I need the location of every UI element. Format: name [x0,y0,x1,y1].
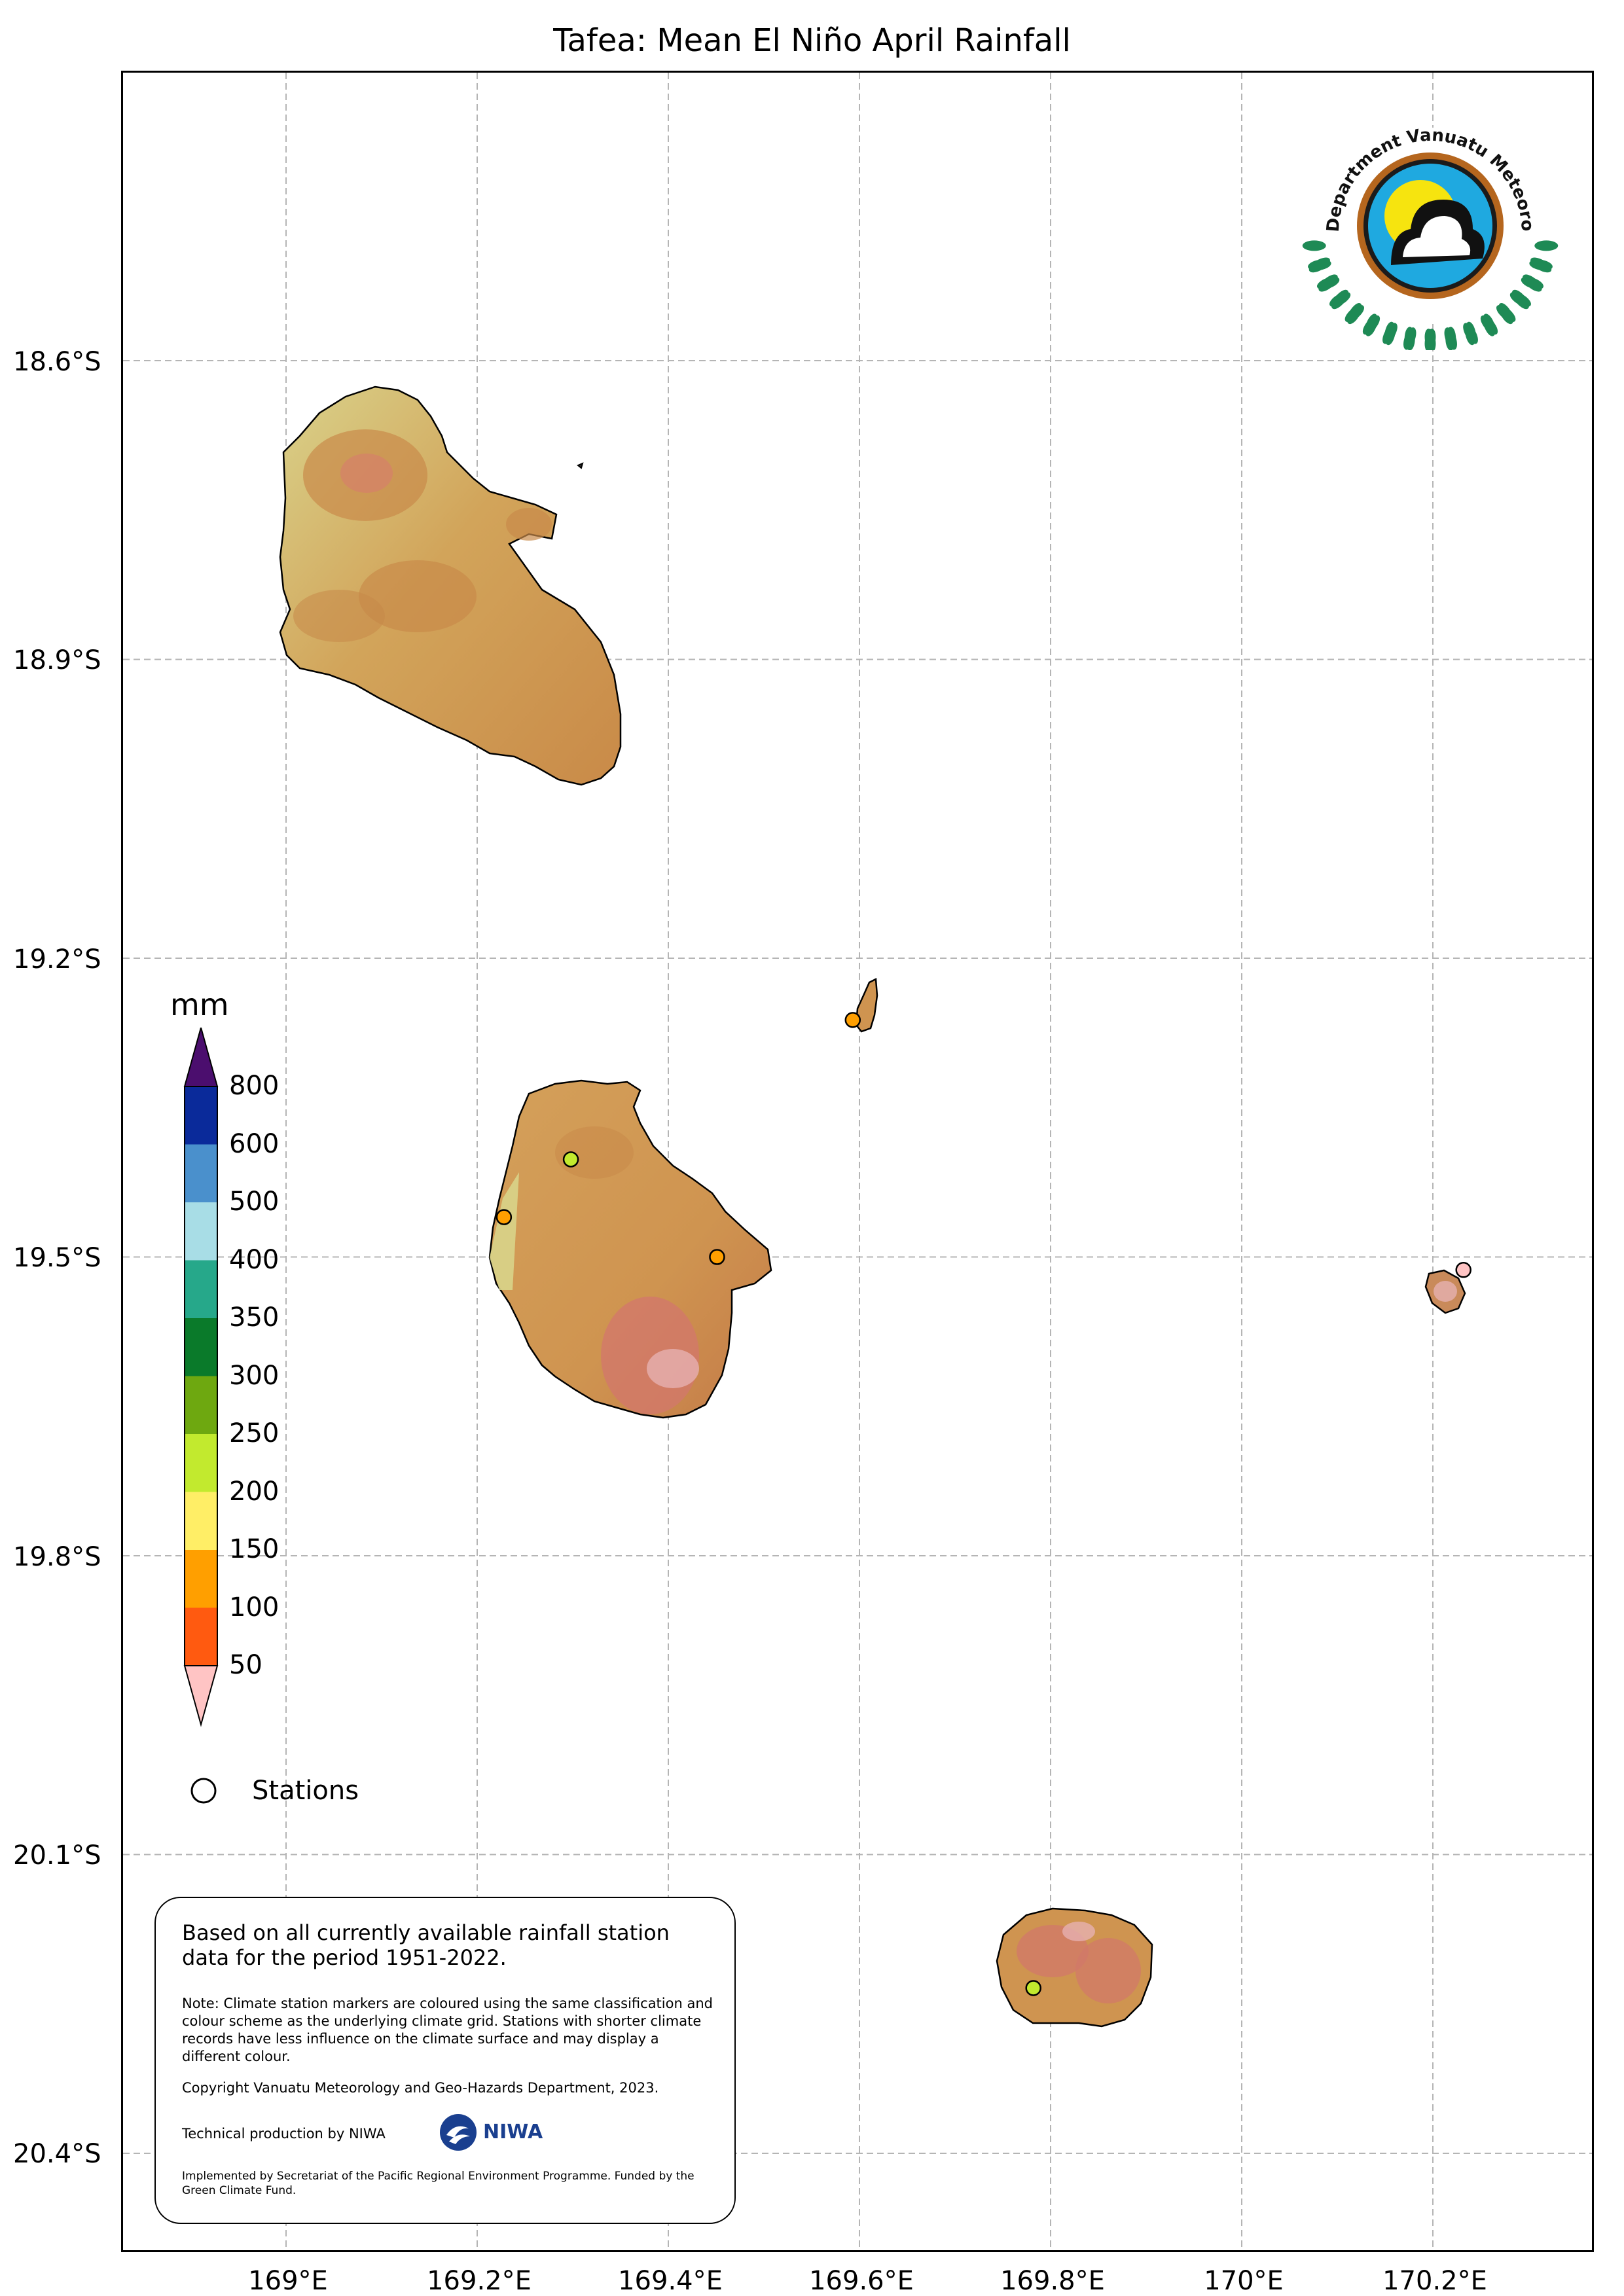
lon-label: 169°E [248,2266,328,2296]
lon-label: 170°E [1204,2266,1284,2296]
colorbar-tick-label: 100 [229,1592,280,1623]
info-main-text: Based on all currently available rainfal… [182,1920,670,1970]
station-marker[interactable] [844,1012,861,1028]
laurel-leaf [1511,289,1529,310]
laurel-leaf [1362,315,1380,335]
island-futuna [1424,1269,1466,1314]
lat-label: 20.4°S [13,2139,101,2169]
colorbar-band [185,1260,217,1319]
info-implemented: Implemented by Secretariat of the Pacifi… [182,2170,695,2197]
laurel-leaf [1329,292,1351,307]
station-marker[interactable] [1025,1980,1041,1996]
stations-label: Stations [252,1776,359,1806]
station-legend-icon [190,1778,217,1804]
laurel-leaf [1344,304,1365,323]
laurel-leaf [1498,302,1514,325]
map-frame [121,71,1594,2252]
vmgd-logo-icon: Department Vanuatu Meteorology and Geo-H… [1286,86,1559,352]
colorbar-band [185,1376,217,1435]
station-markers [496,1012,1471,1996]
islet [577,462,584,469]
lat-label: 19.5°S [13,1243,101,1273]
map-canvas[interactable] [123,73,1594,2252]
colorbar-tick-label: 150 [229,1534,280,1564]
info-box: Based on all currently available rainfal… [154,1897,736,2224]
colorbar-band [185,1607,217,1666]
colorbar-band [185,1318,217,1376]
lat-label: 18.9°S [13,645,101,675]
colorbar-extend-bottom [183,1665,219,1727]
vmgd-logo: Department Vanuatu Meteorology and Geo-H… [1286,86,1568,352]
legend-unit: mm [170,987,229,1022]
colorbar-outline [184,1086,218,1666]
station-marker[interactable] [562,1151,579,1168]
lat-label: 19.8°S [13,1542,101,1572]
colorbar-tick-label: 50 [229,1650,262,1680]
laurel-leaf [1465,321,1477,346]
info-tech-production: Technical production by NIWA [182,2126,386,2142]
laurel-leaf [1308,259,1331,271]
laurel-leaf [1534,240,1559,251]
lon-label: 169.6°E [809,2266,914,2296]
laurel-leaf [1403,327,1416,350]
lon-label: 170.2°E [1382,2266,1487,2296]
colorbar-band [185,1144,217,1203]
island-erromango [279,386,622,786]
info-copyright: Copyright Vanuatu Meteorology and Geo-Ha… [182,2080,659,2096]
colorbar-tick-label: 250 [229,1418,280,1448]
lat-label: 18.6°S [13,347,101,377]
colorbar-band [185,1492,217,1551]
station-marker[interactable] [1455,1262,1471,1278]
colorbar-band [185,1434,217,1492]
niwa-wordmark: NIWA [483,2121,543,2144]
colorbar-tick-label: 500 [229,1187,280,1217]
lat-label: 19.2°S [13,944,101,975]
lat-label: 20.1°S [13,1840,101,1871]
info-note-text: Note: Climate station markers are colour… [182,1996,713,2064]
lon-label: 169.2°E [427,2266,532,2296]
laurel-leaf [1382,323,1398,344]
island-aniwa [855,978,878,1033]
station-marker[interactable] [496,1209,513,1225]
colorbar-tick-label: 350 [229,1302,280,1333]
island-aneityum [996,1907,1153,2028]
colorbar-band [185,1086,217,1145]
laurel-leaf [1424,329,1436,352]
laurel-leaf [1445,327,1456,351]
laurel-leaf [1523,274,1542,292]
lon-label: 169.8°E [1000,2266,1105,2296]
colorbar-tick-label: 600 [229,1128,280,1159]
colorbar-tick-label: 300 [229,1360,280,1391]
laurel-leaf [1530,257,1552,273]
map-title: Tafea: Mean El Niño April Rainfall [553,22,1071,59]
niwa-logo-icon [440,2114,477,2151]
colorbar-band [185,1202,217,1261]
colorbar [183,1028,219,1727]
lon-label: 169.4°E [618,2266,723,2296]
island-tanna [488,1079,772,1419]
station-marker[interactable] [709,1249,725,1265]
colorbar-tick-label: 200 [229,1476,280,1507]
laurel-leaf [1316,276,1340,290]
laurel-leaf [1302,240,1326,251]
colorbar-tick-label: 800 [229,1071,280,1101]
laurel-leaf [1483,314,1496,336]
colorbar-band [185,1550,217,1608]
colorbar-tick-label: 400 [229,1244,280,1275]
colorbar-extend-top [183,1028,219,1087]
